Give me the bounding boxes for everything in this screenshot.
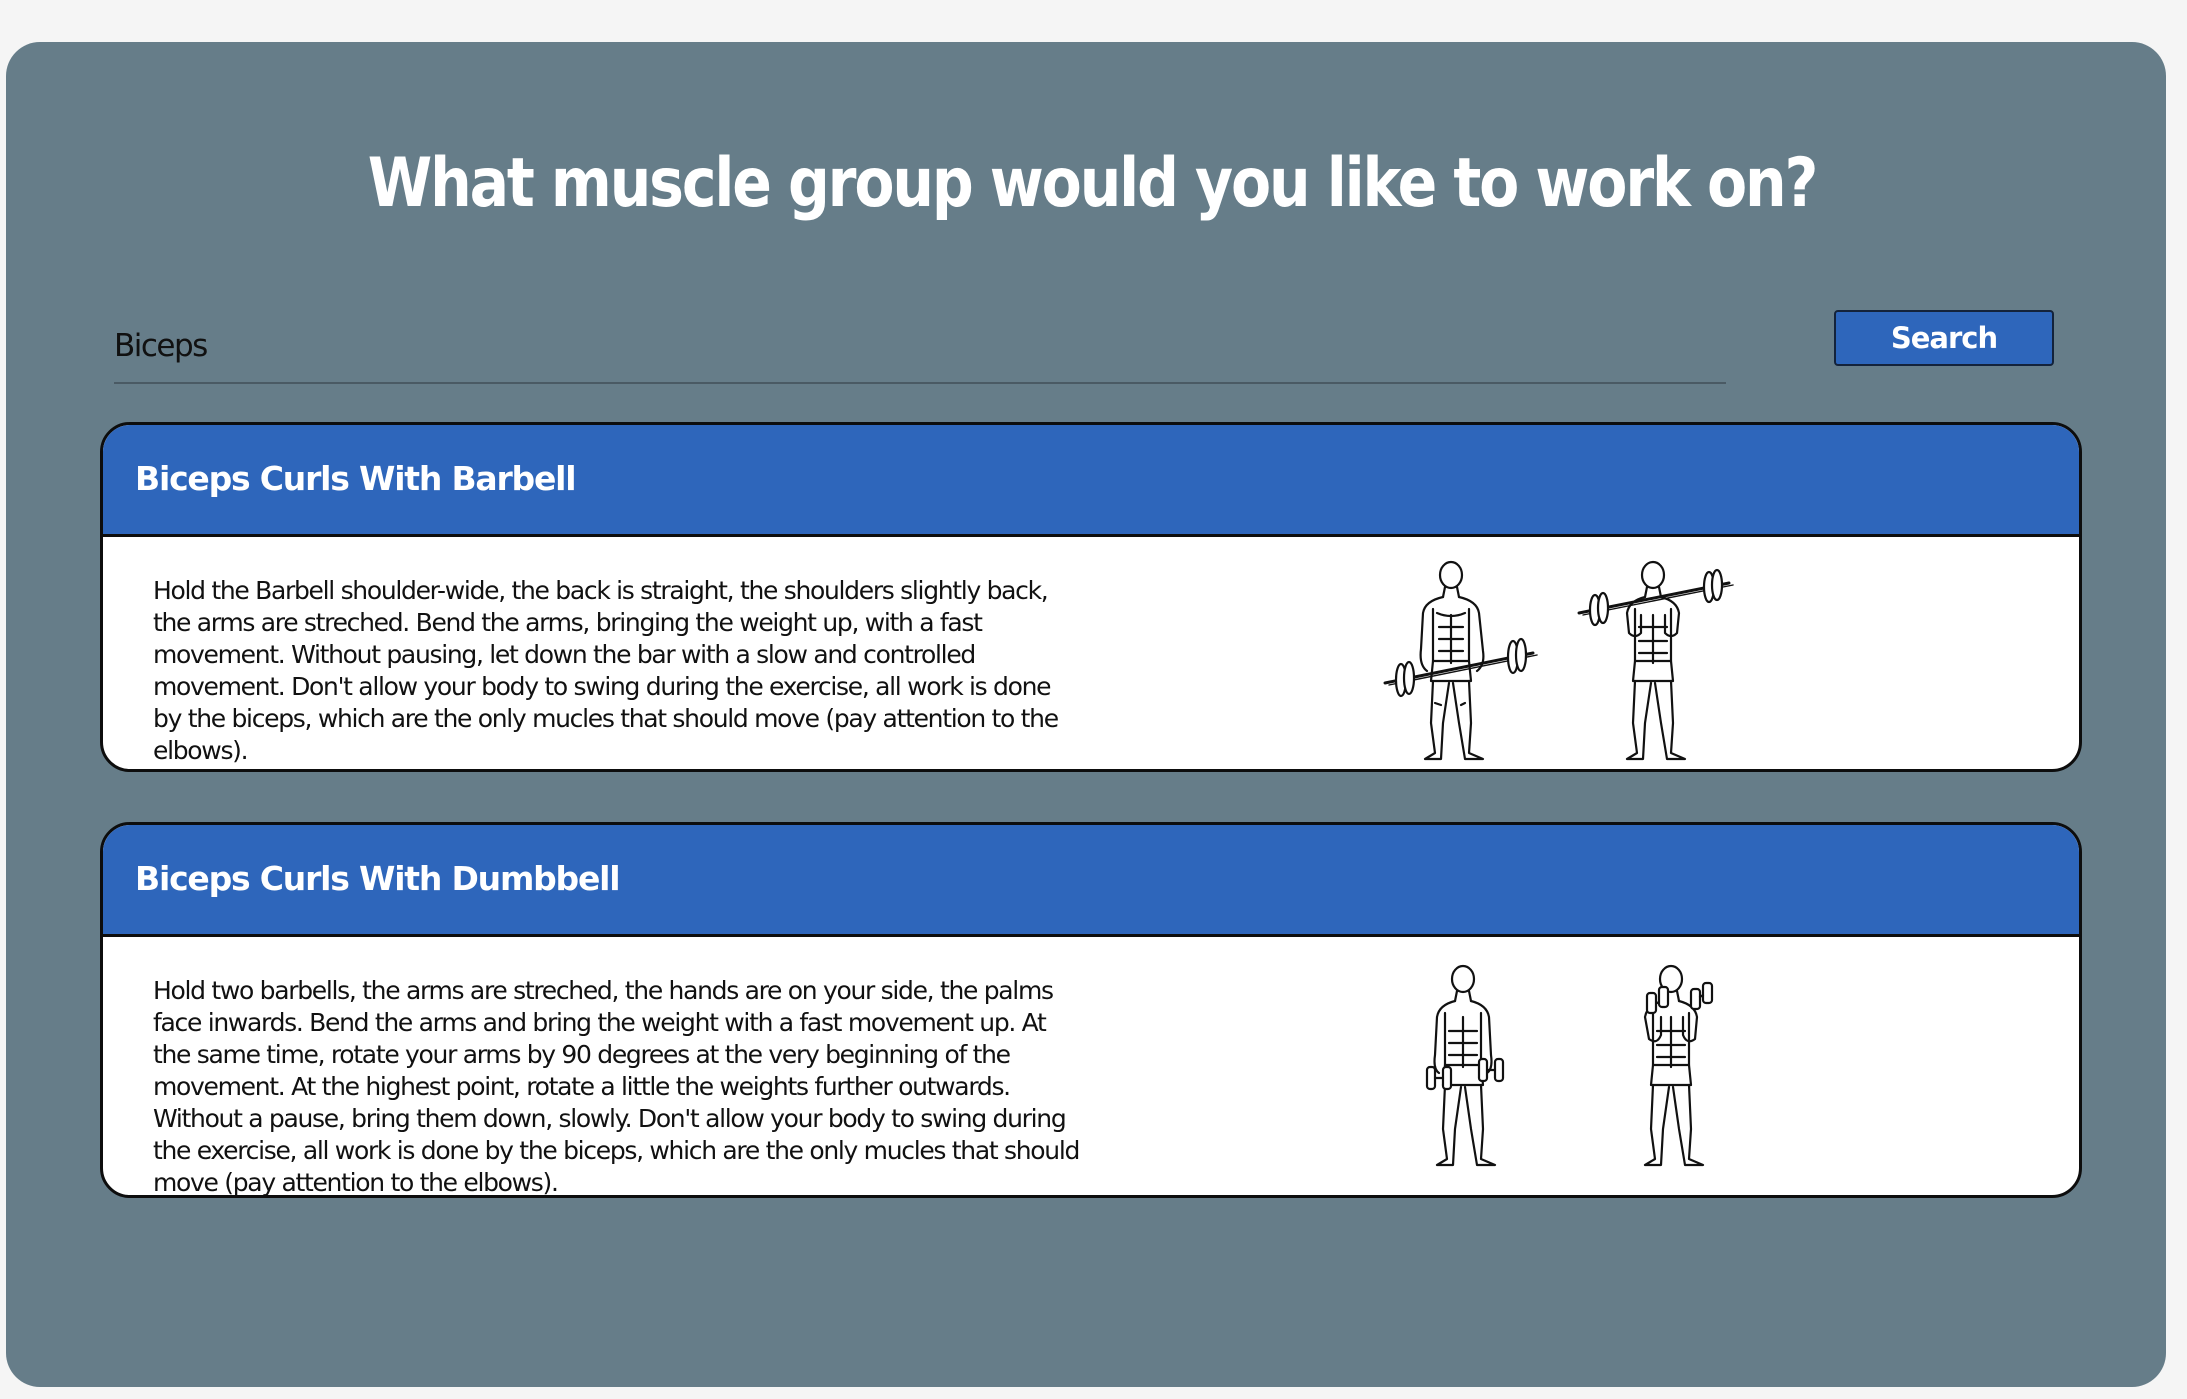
athlete-figure-end bbox=[1643, 964, 1705, 1167]
exercise-card-header: Biceps Curls With Barbell bbox=[103, 425, 2079, 537]
exercise-card: Biceps Curls With Dumbbell Hold two barb… bbox=[100, 822, 2082, 1198]
search-button[interactable]: Search bbox=[1834, 310, 2054, 366]
athlete-figure-start bbox=[1433, 964, 1497, 1167]
athlete-figure-start bbox=[1419, 560, 1485, 761]
exercise-card-header: Biceps Curls With Dumbbell bbox=[103, 825, 2079, 937]
exercise-description: Hold two barbells, the arms are streched… bbox=[153, 976, 1080, 1197]
athlete-figure-end bbox=[1625, 560, 1687, 761]
dumbbell-curl-illustration bbox=[1403, 959, 1763, 1184]
exercise-title: Biceps Curls With Dumbbell bbox=[135, 859, 621, 898]
main-panel: What muscle group would you like to work… bbox=[6, 42, 2166, 1387]
barbell-high bbox=[1577, 568, 1734, 627]
search-input[interactable] bbox=[114, 310, 1726, 384]
dumbbells-high bbox=[1645, 981, 1714, 1015]
barbell-low bbox=[1383, 637, 1538, 698]
page-title: What muscle group would you like to work… bbox=[367, 144, 1819, 223]
dumbbells-low bbox=[1425, 1057, 1505, 1091]
barbell-curl-illustration bbox=[1373, 553, 1773, 765]
exercise-description: Hold the Barbell shoulder-wide, the back… bbox=[153, 576, 1059, 765]
exercise-title: Biceps Curls With Barbell bbox=[135, 459, 577, 498]
exercise-card: Biceps Curls With Barbell Hold the Barbe… bbox=[100, 422, 2082, 772]
